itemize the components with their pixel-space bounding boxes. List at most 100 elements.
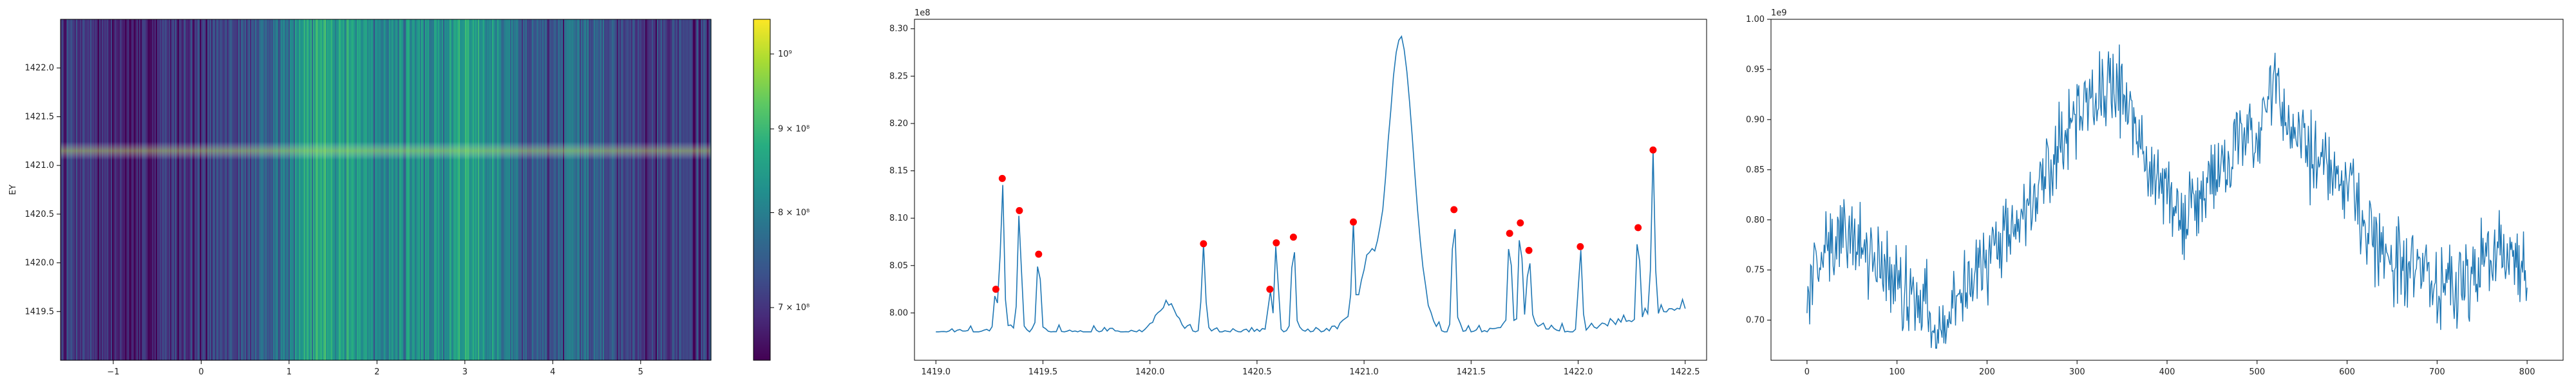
peak-marker — [1349, 218, 1357, 226]
heatmap-column — [471, 19, 473, 360]
heatmap-column — [316, 19, 317, 360]
heatmap-x-tick-label: 0 — [198, 367, 204, 377]
heatmap-column — [346, 19, 348, 360]
heatmap-column — [336, 19, 338, 360]
heatmap-column — [138, 19, 140, 360]
heatmap-column — [354, 19, 356, 360]
heatmap-column — [339, 19, 341, 360]
heatmap-column — [292, 19, 294, 360]
heatmap-column — [416, 19, 418, 360]
heatmap-column — [683, 19, 685, 360]
heatmap-column — [250, 19, 252, 360]
timeseries-panel: 0 100 200 300 400 500 600 700 800 0.700.750.800.… — [1746, 8, 2564, 377]
heatmap-column — [349, 19, 351, 360]
colorbar-tick-label: 9 × 10⁸ — [778, 124, 810, 134]
heatmap-x-tick-label: 2 — [374, 367, 379, 377]
heatmap-column — [694, 19, 696, 360]
colorbar-tick-label: 7 × 10⁸ — [778, 303, 810, 313]
heatmap-column — [666, 19, 668, 360]
heatmap-column — [603, 19, 605, 360]
heatmap-column — [506, 19, 508, 360]
heatmap-column — [361, 19, 363, 360]
heatmap-x-ticks: −1 0 1 2 3 4 5 — [107, 360, 643, 377]
heatmap-column — [576, 19, 578, 360]
heatmap-column — [614, 19, 616, 360]
heatmap-column — [363, 19, 365, 360]
heatmap-column — [443, 19, 445, 360]
heatmap-column — [420, 19, 422, 360]
heatmap-column — [85, 19, 87, 360]
heatmap-column — [417, 19, 419, 360]
heatmap-column — [665, 19, 667, 360]
heatmap-column — [174, 19, 176, 360]
heatmap-column — [102, 19, 104, 360]
heatmap-column — [290, 19, 292, 360]
timeseries-x-tick-label: 400 — [2159, 367, 2175, 377]
heatmap-column — [113, 19, 115, 360]
spectrum-x-tick-label: 1420.0 — [1135, 367, 1165, 377]
heatmap-column — [152, 19, 154, 360]
heatmap-column — [327, 19, 329, 360]
heatmap-column — [585, 19, 587, 360]
heatmap-column — [137, 19, 138, 360]
heatmap-column — [601, 19, 603, 360]
heatmap-column — [269, 19, 271, 360]
heatmap-column — [191, 19, 193, 360]
heatmap-column — [303, 19, 305, 360]
heatmap-column — [595, 19, 597, 360]
heatmap-column — [187, 19, 189, 360]
heatmap-column — [99, 19, 101, 360]
heatmap-column — [124, 19, 126, 360]
heatmap-column — [413, 19, 415, 360]
heatmap-column — [157, 19, 159, 360]
heatmap-column — [438, 19, 440, 360]
heatmap-column — [218, 19, 220, 360]
spectrum-panel: 1419.0 1419.5 1420.0 1420.5 1421.0 1421.5 1422… — [889, 8, 1707, 377]
heatmap-column — [175, 19, 177, 360]
heatmap-column — [656, 19, 658, 360]
peak-marker — [1525, 246, 1533, 254]
peak-marker — [1506, 230, 1513, 237]
heatmap-column — [130, 19, 132, 360]
spectrum-y-tick-label: 8.30 — [889, 24, 908, 34]
heatmap-column — [685, 19, 687, 360]
heatmap-column — [483, 19, 485, 360]
heatmap-column — [555, 19, 557, 360]
heatmap-column — [335, 19, 337, 360]
spectrum-x-tick-label: 1422.5 — [1671, 367, 1700, 377]
heatmap-column — [128, 19, 129, 360]
heatmap-column — [238, 19, 240, 360]
heatmap-column — [710, 19, 712, 360]
heatmap-column — [488, 19, 490, 360]
heatmap-column — [305, 19, 307, 360]
heatmap-column — [459, 19, 460, 360]
heatmap-column — [116, 19, 118, 360]
heatmap-frame — [60, 19, 712, 361]
heatmap-column — [340, 19, 342, 360]
heatmap-column — [699, 19, 701, 360]
heatmap-column — [708, 19, 710, 360]
heatmap-column — [366, 19, 368, 360]
heatmap-column — [411, 19, 413, 360]
peak-marker — [1289, 234, 1297, 241]
heatmap-column — [426, 19, 428, 360]
heatmap-column — [156, 19, 158, 360]
heatmap-column — [259, 19, 261, 360]
heatmap-column — [492, 19, 494, 360]
heatmap-column — [395, 19, 397, 360]
heatmap-column — [474, 19, 476, 360]
heatmap-column — [167, 19, 169, 360]
heatmap-column — [207, 19, 209, 360]
peak-marker — [998, 174, 1006, 182]
heatmap-column — [392, 19, 393, 360]
heatmap-column — [61, 19, 62, 360]
heatmap-column — [470, 19, 472, 360]
heatmap-column — [639, 19, 641, 360]
heatmap-column — [146, 19, 147, 360]
heatmap-column — [344, 19, 346, 360]
heatmap-column — [460, 19, 462, 360]
heatmap-column — [188, 19, 190, 360]
heatmap-column — [402, 19, 404, 360]
heatmap-y-tick-label: 1419.5 — [25, 307, 55, 317]
heatmap-column — [515, 19, 517, 360]
